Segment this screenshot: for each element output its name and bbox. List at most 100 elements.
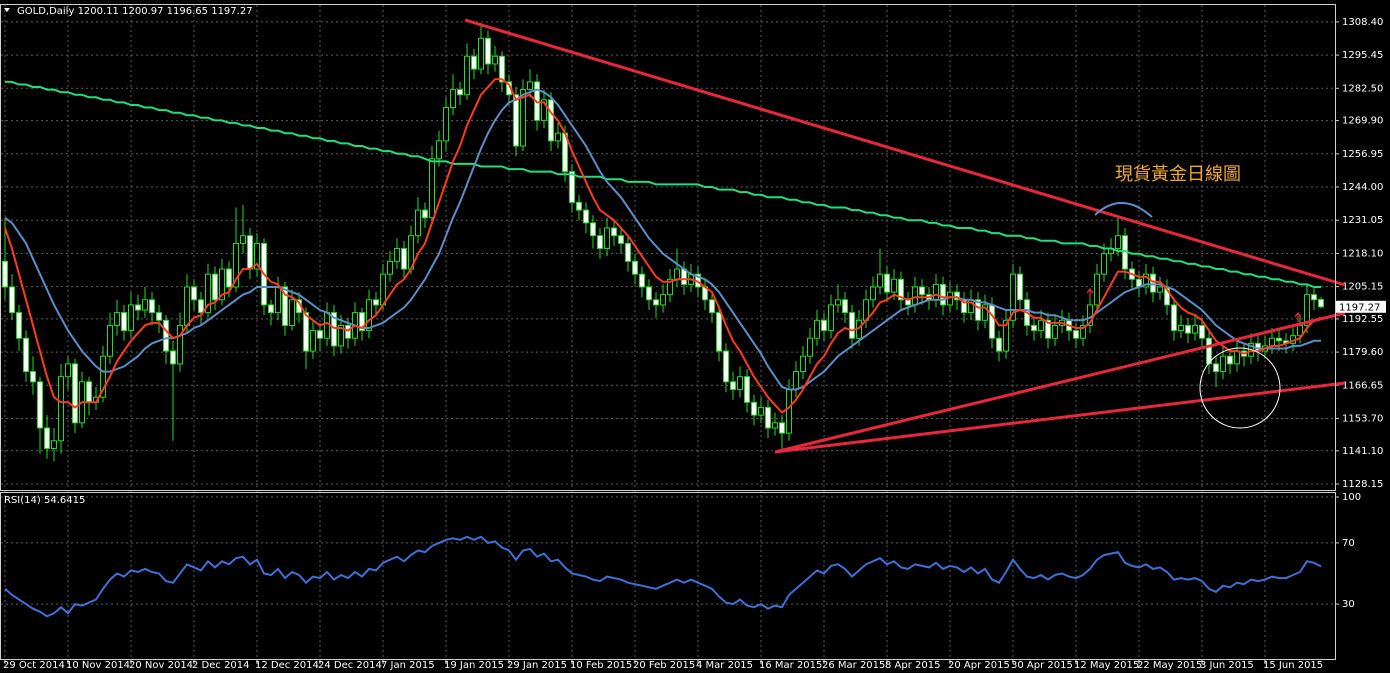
- rsi-panel: [0, 492, 1336, 660]
- x-tick-label: 7 Jan 2015: [381, 660, 435, 671]
- candle-body: [716, 312, 722, 352]
- candle-body: [1199, 324, 1205, 339]
- candle-body: [114, 312, 120, 326]
- y-tick-label: 1244.00: [1342, 182, 1383, 193]
- candle-body: [744, 376, 750, 403]
- candle-body: [366, 299, 372, 332]
- x-tick-label: 3 Jun 2015: [1200, 660, 1254, 671]
- y-tick-label: 1295.45: [1342, 50, 1383, 61]
- candle-body: [457, 89, 463, 96]
- y-tick-label: 1269.90: [1342, 116, 1383, 127]
- candle-body: [555, 132, 561, 142]
- x-tick-label: 29 Jan 2015: [507, 660, 567, 671]
- candle-body: [576, 201, 582, 211]
- candle-body: [632, 260, 638, 275]
- candle-body: [884, 273, 890, 293]
- candle-body: [254, 242, 260, 270]
- candle-body: [1157, 286, 1163, 293]
- candle-body: [940, 283, 946, 306]
- x-tick-label: 12 May 2015: [1074, 660, 1139, 671]
- x-tick-label: 16 Mar 2015: [759, 660, 822, 671]
- candle-body: [1192, 324, 1198, 334]
- candle-body: [835, 299, 841, 306]
- candle-body: [1045, 319, 1051, 339]
- candle-body: [597, 235, 603, 250]
- candle-body: [310, 330, 316, 352]
- candle-body: [1318, 299, 1324, 308]
- candle-body: [387, 260, 393, 275]
- trend-line: [464, 18, 1346, 287]
- candle-body: [1010, 273, 1016, 321]
- candle-body: [415, 209, 421, 237]
- candle-body: [1038, 319, 1044, 332]
- candle-body: [37, 381, 43, 429]
- candle-body: [667, 278, 673, 296]
- x-tick-label: 15 Jun 2015: [1263, 660, 1323, 671]
- candle-body: [849, 312, 855, 339]
- trend-line: [774, 381, 1346, 454]
- candle-body: [23, 337, 29, 373]
- candle-body: [842, 299, 848, 314]
- candle-body: [51, 440, 57, 449]
- candle-body: [779, 422, 785, 434]
- candle-body: [786, 389, 792, 434]
- candle-body: [1094, 273, 1100, 306]
- candle-body: [1206, 337, 1212, 365]
- x-tick-label: 20 Apr 2015: [948, 660, 1010, 671]
- candle-body: [954, 291, 960, 301]
- candle-body: [443, 107, 449, 142]
- candle-body: [128, 304, 134, 332]
- candle-body: [156, 312, 162, 321]
- candle-body: [618, 235, 624, 244]
- chart-header: GOLD,Daily 1200.11 1200.97 1196.65 1197.…: [17, 6, 253, 17]
- candle-body: [170, 350, 176, 365]
- candle-body: [933, 283, 939, 301]
- candle-body: [1213, 363, 1219, 373]
- y-tick-label: 30: [1342, 599, 1355, 610]
- moving-average: [4, 78, 1322, 414]
- price-panel: [0, 4, 1336, 491]
- y-tick-label: 1205.15: [1342, 282, 1383, 293]
- candle-body: [1143, 273, 1149, 288]
- x-tick-label: 10 Feb 2015: [570, 660, 632, 671]
- candle-body: [324, 312, 330, 339]
- x-tick-label: 26 Mar 2015: [822, 660, 885, 671]
- candle-body: [331, 312, 337, 347]
- y-tick-label: 1128.15: [1342, 479, 1383, 490]
- candle-body: [191, 286, 197, 301]
- y-tick-label: 1256.95: [1342, 149, 1383, 160]
- highlight-circle: [1199, 347, 1281, 429]
- candle-body: [247, 235, 253, 270]
- arrow: [1294, 312, 1302, 322]
- candle-body: [401, 248, 407, 270]
- y-tick-label: 1141.10: [1342, 446, 1383, 457]
- price-tag-box: [1336, 300, 1386, 313]
- candle-body: [989, 304, 995, 339]
- candle-body: [436, 140, 442, 160]
- candle-body: [2, 260, 8, 288]
- x-tick-label: 29 Oct 2014: [3, 660, 65, 671]
- candle-body: [877, 273, 883, 288]
- candle-body: [765, 406, 771, 429]
- x-tick-label: 4 Mar 2015: [696, 660, 753, 671]
- y-tick-label: 1308.40: [1342, 17, 1383, 28]
- candle-body: [870, 286, 876, 301]
- candle-body: [821, 319, 827, 332]
- x-tick-label: 20 Feb 2015: [633, 660, 695, 671]
- candle-body: [660, 294, 666, 306]
- candle-body: [1269, 337, 1275, 347]
- candle-body: [16, 312, 22, 339]
- candle-body: [1080, 324, 1086, 339]
- candle-body: [1178, 324, 1184, 332]
- candle-body: [1115, 235, 1121, 250]
- candle-body: [520, 89, 526, 147]
- candle-body: [198, 299, 204, 314]
- candle-body: [737, 376, 743, 391]
- rsi-header: RSI(14) 54.6415: [4, 495, 85, 506]
- candle-body: [135, 304, 141, 311]
- x-tick-label: 8 Apr 2015: [885, 660, 940, 671]
- candle-body: [611, 227, 617, 237]
- candle-body: [1101, 253, 1107, 275]
